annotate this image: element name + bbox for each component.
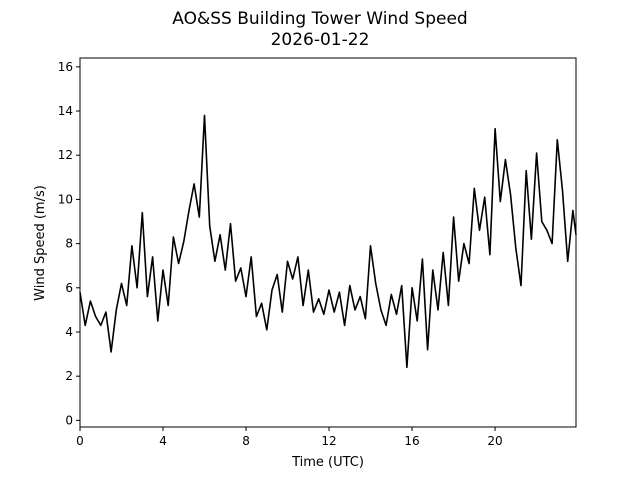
y-tick-label: 0 [65, 413, 73, 427]
y-tick-label: 12 [58, 148, 73, 162]
chart-subtitle: 2026-01-22 [271, 30, 370, 50]
x-tick-label: 0 [76, 434, 84, 448]
plot-frame [79, 57, 577, 428]
y-tick-label: 6 [65, 281, 73, 295]
y-axis: 0 2 4 6 8 10 12 14 16 [58, 60, 80, 427]
x-tick-label: 8 [242, 434, 250, 448]
y-tick-label: 16 [58, 60, 73, 74]
x-tick-label: 4 [159, 434, 167, 448]
plot-area [79, 114, 577, 369]
x-tick-label: 16 [404, 434, 419, 448]
y-axis-label: Wind Speed (m/s) [33, 185, 48, 301]
chart-title: AO&SS Building Tower Wind Speed [172, 9, 467, 29]
x-tick-label: 12 [321, 434, 336, 448]
y-tick-label: 10 [58, 192, 73, 206]
x-tick-label: 20 [487, 434, 502, 448]
wind-speed-series-line [79, 114, 577, 369]
y-tick-label: 14 [58, 104, 73, 118]
x-axis: 0 4 8 12 16 20 [76, 427, 503, 448]
y-tick-label: 8 [65, 237, 73, 251]
y-tick-label: 2 [65, 369, 73, 383]
y-tick-label: 4 [65, 325, 73, 339]
x-axis-label: Time (UTC) [291, 455, 364, 470]
